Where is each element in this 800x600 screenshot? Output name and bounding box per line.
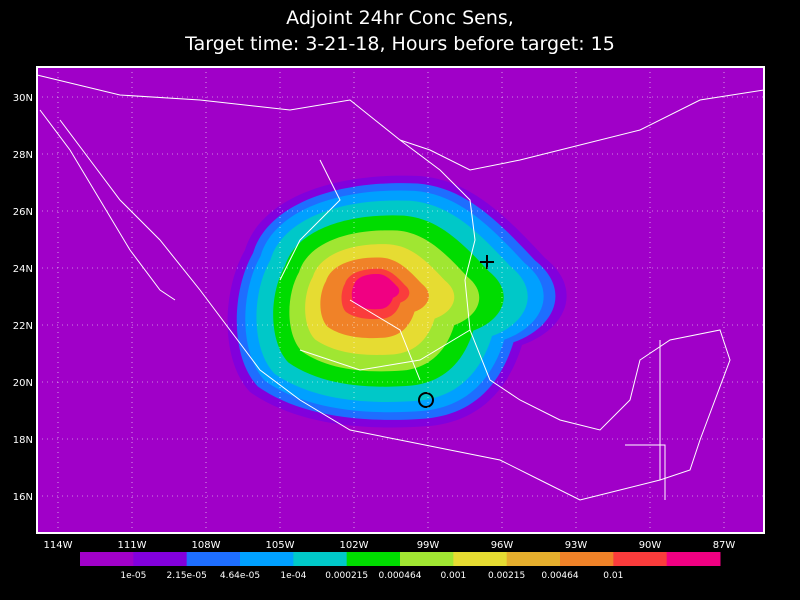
colorbar-box: [613, 552, 668, 566]
colorbar-box: [506, 552, 561, 566]
lat-label: 30N: [13, 93, 33, 104]
lon-label: 108W: [192, 540, 221, 551]
colorbar-label: 4.64e-05: [220, 571, 260, 581]
colorbar-label: 0.00215: [488, 571, 525, 581]
colorbar-box: [133, 552, 188, 566]
axis-labels: 30N 28N 26N 24N 22N 20N 18N 16N 114W 111W 108W 105W…: [13, 93, 736, 551]
lat-label: 18N: [13, 435, 33, 446]
colorbar-box: [560, 552, 614, 566]
lat-label: 28N: [13, 150, 33, 161]
colorbar-label: 0.000464: [379, 571, 422, 581]
colorbar-label: 0.00464: [541, 571, 578, 581]
lon-label: 87W: [713, 540, 736, 551]
title-line-2: Target time: 3-21-18, Hours before targe…: [184, 33, 615, 55]
colorbar-box: [400, 552, 454, 566]
colorbar-box: [293, 552, 348, 566]
graticule: [37, 67, 764, 533]
colorbar-label: 1e-05: [120, 571, 146, 581]
colorbar-label: 2.15e-05: [167, 571, 207, 581]
colorbar-box: [240, 552, 294, 566]
lon-label: 114W: [44, 540, 73, 551]
source-circle: [418, 392, 434, 408]
colorbar-box: [666, 552, 721, 566]
lat-label: 16N: [13, 492, 33, 503]
lat-label: 20N: [13, 378, 33, 389]
colorbar-box: [346, 552, 401, 566]
lon-label: 90W: [639, 540, 662, 551]
lon-label: 96W: [491, 540, 514, 551]
target-cross: [480, 255, 494, 269]
colorbar-box: [186, 552, 241, 566]
lon-label: 99W: [417, 540, 440, 551]
colorbar-label: 0.001: [440, 571, 466, 581]
colorbar-box: [80, 552, 134, 566]
markers: [418, 255, 494, 408]
colorbar-label: 0.01: [603, 571, 623, 581]
lon-label: 102W: [340, 540, 369, 551]
title-line-1: Adjoint 24hr Conc Sens,: [286, 7, 514, 29]
colorbar: 1e-05 2.15e-05 4.64e-05 1e-04 0.000215 0.0004…: [80, 552, 721, 581]
lat-label: 24N: [13, 264, 33, 275]
colorbar-label: 0.000215: [325, 571, 368, 581]
lon-label: 111W: [118, 540, 147, 551]
colorbar-box: [453, 552, 508, 566]
lat-label: 22N: [13, 321, 33, 332]
map-frame: [36, 66, 765, 534]
colorbar-label: 1e-04: [280, 571, 306, 581]
lon-label: 93W: [565, 540, 588, 551]
lat-label: 26N: [13, 207, 33, 218]
lon-label: 105W: [266, 540, 295, 551]
coastlines: [36, 74, 765, 501]
